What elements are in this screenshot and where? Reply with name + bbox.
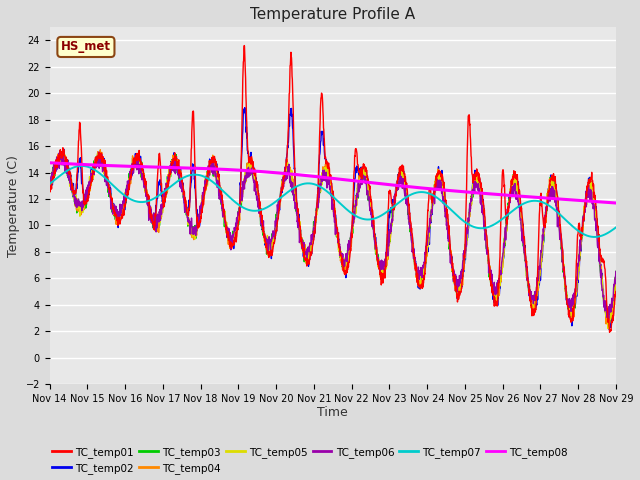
Y-axis label: Temperature (C): Temperature (C) (7, 155, 20, 257)
TC_temp03 (45, 183, 53, 189)
TC_temp02 (75, 165, 83, 171)
TC_temp01 (492, 303, 500, 309)
TC_temp05 (321, 165, 329, 170)
TC_temp08 (492, 192, 499, 197)
TC_temp01 (612, 288, 620, 294)
TC_temp03 (605, 320, 612, 325)
TC_temp03 (596, 263, 604, 268)
TC_temp04 (97, 147, 104, 153)
TC_temp08 (306, 173, 314, 179)
TC_temp03 (596, 254, 604, 260)
TC_temp07 (612, 225, 620, 230)
TC_temp05 (492, 294, 500, 300)
TC_temp08 (75, 161, 83, 167)
Title: Temperature Profile A: Temperature Profile A (250, 7, 415, 22)
Text: HS_met: HS_met (61, 40, 111, 53)
TC_temp03 (321, 175, 329, 181)
TC_temp06 (95, 149, 102, 155)
Line: TC_temp05: TC_temp05 (49, 154, 616, 328)
TC_temp04 (612, 276, 620, 282)
TC_temp02 (612, 279, 620, 285)
TC_temp07 (75, 163, 83, 169)
Line: TC_temp01: TC_temp01 (49, 46, 616, 332)
TC_temp03 (307, 245, 314, 251)
TC_temp02 (596, 246, 604, 252)
TC_temp07 (45, 181, 53, 187)
TC_temp01 (605, 329, 613, 335)
TC_temp08 (321, 175, 329, 180)
TC_temp06 (596, 260, 604, 265)
TC_temp06 (605, 316, 612, 322)
TC_temp06 (596, 251, 604, 257)
TC_temp08 (596, 199, 604, 204)
TC_temp07 (78, 163, 86, 169)
TC_temp02 (45, 188, 53, 193)
TC_temp02 (321, 154, 329, 160)
TC_temp04 (492, 301, 500, 307)
TC_temp06 (321, 176, 329, 181)
TC_temp01 (596, 247, 604, 253)
TC_temp03 (75, 204, 83, 210)
Legend: TC_temp01, TC_temp02, TC_temp03, TC_temp04, TC_temp05, TC_temp06, TC_temp07, TC_: TC_temp01, TC_temp02, TC_temp03, TC_temp… (48, 443, 572, 478)
TC_temp07 (596, 233, 604, 239)
TC_temp08 (45, 160, 53, 166)
TC_temp06 (75, 196, 83, 202)
TC_temp01 (45, 184, 53, 190)
TC_temp06 (45, 183, 53, 189)
TC_temp04 (75, 204, 83, 210)
TC_temp02 (241, 105, 248, 110)
TC_temp07 (321, 187, 329, 193)
TC_temp07 (307, 180, 314, 186)
TC_temp05 (612, 280, 620, 286)
Line: TC_temp04: TC_temp04 (49, 150, 616, 328)
Line: TC_temp06: TC_temp06 (49, 152, 616, 319)
TC_temp02 (596, 248, 604, 254)
TC_temp05 (45, 185, 53, 191)
TC_temp01 (75, 138, 83, 144)
TC_temp08 (595, 199, 603, 204)
TC_temp07 (492, 221, 500, 227)
TC_temp04 (45, 189, 53, 195)
TC_temp06 (307, 240, 314, 246)
TC_temp02 (492, 298, 500, 303)
TC_temp04 (307, 246, 314, 252)
TC_temp01 (596, 243, 604, 249)
TC_temp01 (307, 253, 314, 259)
TC_temp04 (321, 168, 329, 174)
TC_temp05 (604, 325, 612, 331)
Line: TC_temp03: TC_temp03 (49, 154, 616, 323)
TC_temp05 (596, 250, 604, 255)
TC_temp04 (596, 251, 604, 256)
TC_temp06 (612, 269, 620, 275)
TC_temp01 (241, 43, 248, 48)
TC_temp05 (58, 151, 65, 156)
TC_temp03 (94, 151, 102, 156)
TC_temp05 (307, 244, 314, 250)
TC_temp06 (492, 285, 500, 290)
TC_temp03 (492, 289, 500, 295)
TC_temp07 (596, 233, 604, 239)
Line: TC_temp02: TC_temp02 (49, 108, 616, 329)
TC_temp03 (612, 268, 620, 274)
TC_temp01 (321, 156, 329, 161)
Line: TC_temp08: TC_temp08 (49, 163, 616, 203)
X-axis label: Time: Time (317, 407, 348, 420)
TC_temp04 (596, 249, 604, 254)
TC_temp07 (591, 234, 598, 240)
TC_temp02 (307, 249, 314, 254)
TC_temp08 (612, 200, 620, 206)
TC_temp05 (75, 202, 83, 207)
TC_temp04 (605, 325, 612, 331)
Line: TC_temp07: TC_temp07 (49, 166, 616, 237)
TC_temp02 (605, 326, 613, 332)
TC_temp05 (596, 248, 604, 253)
